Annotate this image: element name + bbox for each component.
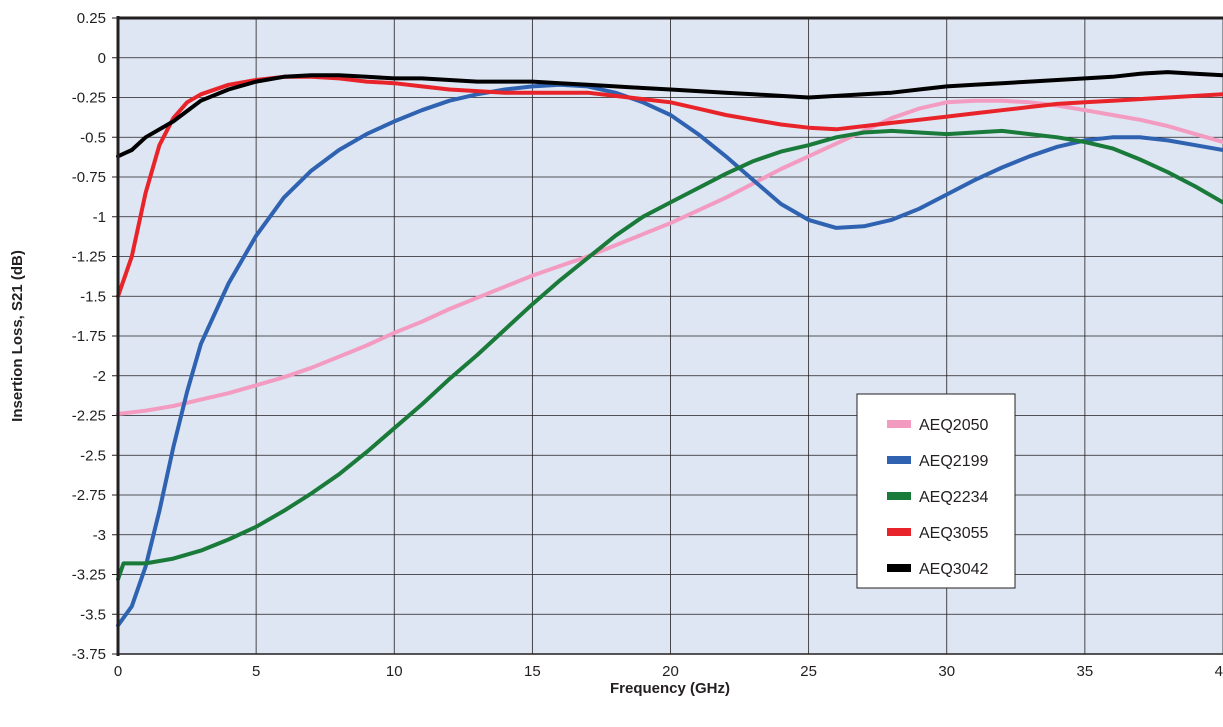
series-lines [116, 70, 1223, 628]
legend-swatch-aeq2050 [887, 420, 911, 428]
legend-label-aeq2199: AEQ2199 [919, 453, 988, 470]
y-tick-label: 0 [98, 50, 106, 67]
y-tick-label: -3 [93, 527, 106, 544]
y-tick-label: -3.75 [72, 646, 106, 663]
series-line-aeq2234 [116, 128, 1223, 582]
tick-labels: 0.25 0 -0.25 -0.5 -0.75 -1 -1.25 -1.5 -1.75 -2 -2.… [72, 10, 1223, 680]
legend-swatch-aeq2199 [887, 456, 911, 464]
legend-swatch-aeq3055 [887, 528, 911, 536]
y-tick-label: -1.25 [72, 249, 106, 266]
y-tick-label: -1.5 [80, 288, 106, 305]
x-axis-title: Frequency (GHz) [610, 680, 730, 697]
x-tick-label: 30 [938, 663, 955, 680]
y-tick-label: -2 [93, 368, 106, 385]
legend-label-aeq2234: AEQ2234 [919, 489, 988, 506]
series-line-aeq2050 [116, 98, 1223, 416]
y-tick-label: -0.75 [72, 169, 106, 186]
x-tick-label: 35 [1077, 663, 1094, 680]
legend-label-aeq2050: AEQ2050 [919, 417, 988, 434]
y-tick-label: -1 [93, 209, 106, 226]
x-tick-label: 4 [1215, 663, 1223, 680]
y-tick-label: -0.5 [80, 129, 106, 146]
x-tick-label: 20 [662, 663, 679, 680]
legend: AEQ2050 AEQ2199 AEQ2234 AEQ3055 AEQ3042 [856, 393, 1016, 589]
legend-label-aeq3055: AEQ3055 [919, 525, 988, 542]
x-tick-label: 15 [524, 663, 541, 680]
y-tick-label: -2.75 [72, 487, 106, 504]
axes [112, 16, 1223, 656]
legend-label-aeq3042: AEQ3042 [919, 561, 988, 578]
y-tick-label: -1.75 [72, 328, 106, 345]
x-tick-label: 5 [252, 663, 260, 680]
y-tick-label: -2.25 [72, 408, 106, 425]
x-tick-label: 10 [386, 663, 403, 680]
legend-swatch-aeq3042 [887, 564, 911, 572]
series-line-aeq3042 [116, 70, 1223, 159]
x-tick-label: 25 [800, 663, 817, 680]
y-axis-title: Insertion Loss, S21 (dB) [9, 250, 26, 422]
y-tick-label: -2.5 [80, 447, 106, 464]
x-tick-label: 0 [114, 663, 122, 680]
legend-box [856, 393, 1016, 589]
y-tick-label: -3.25 [72, 567, 106, 584]
y-tick-label: -0.25 [72, 90, 106, 107]
legend-swatch-aeq2234 [887, 492, 911, 500]
y-tick-label: 0.25 [77, 10, 106, 27]
series-line-aeq3055 [116, 74, 1223, 299]
y-tick-label: -3.5 [80, 606, 106, 623]
